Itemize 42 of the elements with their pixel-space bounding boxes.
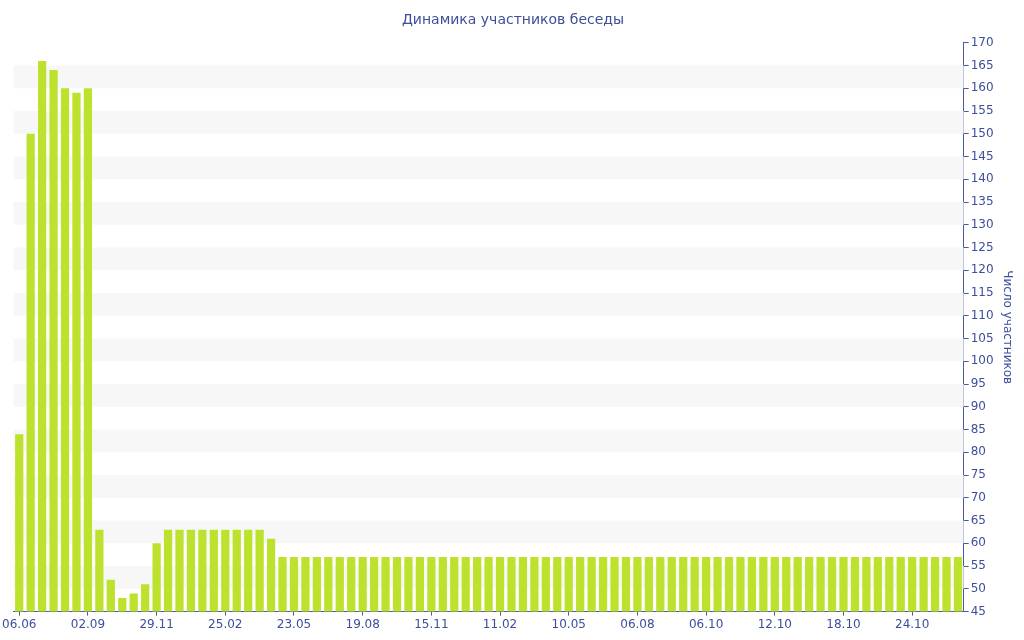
y2-tick-label: 140 [970, 171, 994, 186]
y2-tick-label: 130 [970, 216, 994, 231]
y2-tick-label: 110 [970, 307, 994, 322]
y2-tick-label: 165 [970, 57, 994, 72]
x-tick-label: 06.08 [620, 616, 655, 631]
y2-axis-title: Число участников [1000, 270, 1015, 385]
x-tick-label: 06.10 [688, 616, 724, 631]
y2-tick-label: 50 [970, 580, 986, 595]
y2-tick-label: 155 [970, 103, 994, 118]
x-tick-label: 02.09 [70, 616, 106, 631]
y2-tick-label: 60 [970, 535, 986, 550]
x-tick-label: 18.10 [826, 616, 861, 631]
x-tick-label: 11.02 [482, 616, 518, 631]
y2-tick-label: 45 [970, 603, 986, 618]
x-tick-label: 12.10 [757, 616, 792, 631]
y2-tick-label: 85 [970, 421, 986, 436]
y2-tick-label: 150 [970, 125, 994, 140]
y2-tick-label: 160 [970, 80, 994, 95]
x-tick-label: 15.11 [414, 616, 449, 631]
y2-tick-label: 70 [970, 489, 986, 504]
y2-tick-label: 145 [970, 148, 994, 163]
x-tick-label: 23.05 [276, 616, 312, 631]
y2-tick-label: 105 [970, 330, 994, 345]
y2-tick-label: 80 [970, 444, 986, 459]
y2-tick-label: 90 [970, 398, 986, 413]
x-tick-label: 25.02 [208, 616, 243, 631]
y2-tick-label: 170 [970, 34, 994, 49]
chart-title: Динамика участников беседы [401, 11, 625, 28]
x-tick-label: 29.11 [139, 616, 174, 631]
y2-tick-label: 55 [970, 558, 986, 573]
x-tick-label: 24.10 [895, 616, 930, 631]
y2-tick-label: 120 [970, 262, 994, 277]
y2-tick-label: 95 [970, 376, 986, 391]
x-tick-label: 10.05 [551, 616, 586, 631]
y2-tick-label: 135 [970, 194, 994, 209]
y2-tick-label: 115 [970, 285, 994, 300]
y2-tick-label: 65 [970, 512, 986, 527]
y2-tick-label: 75 [970, 467, 986, 482]
y2-tick-label: 125 [970, 239, 994, 254]
x-tick-label: 06.06 [2, 616, 37, 631]
x-tick-label: 19.08 [345, 616, 380, 631]
y2-tick-label: 100 [970, 353, 994, 368]
